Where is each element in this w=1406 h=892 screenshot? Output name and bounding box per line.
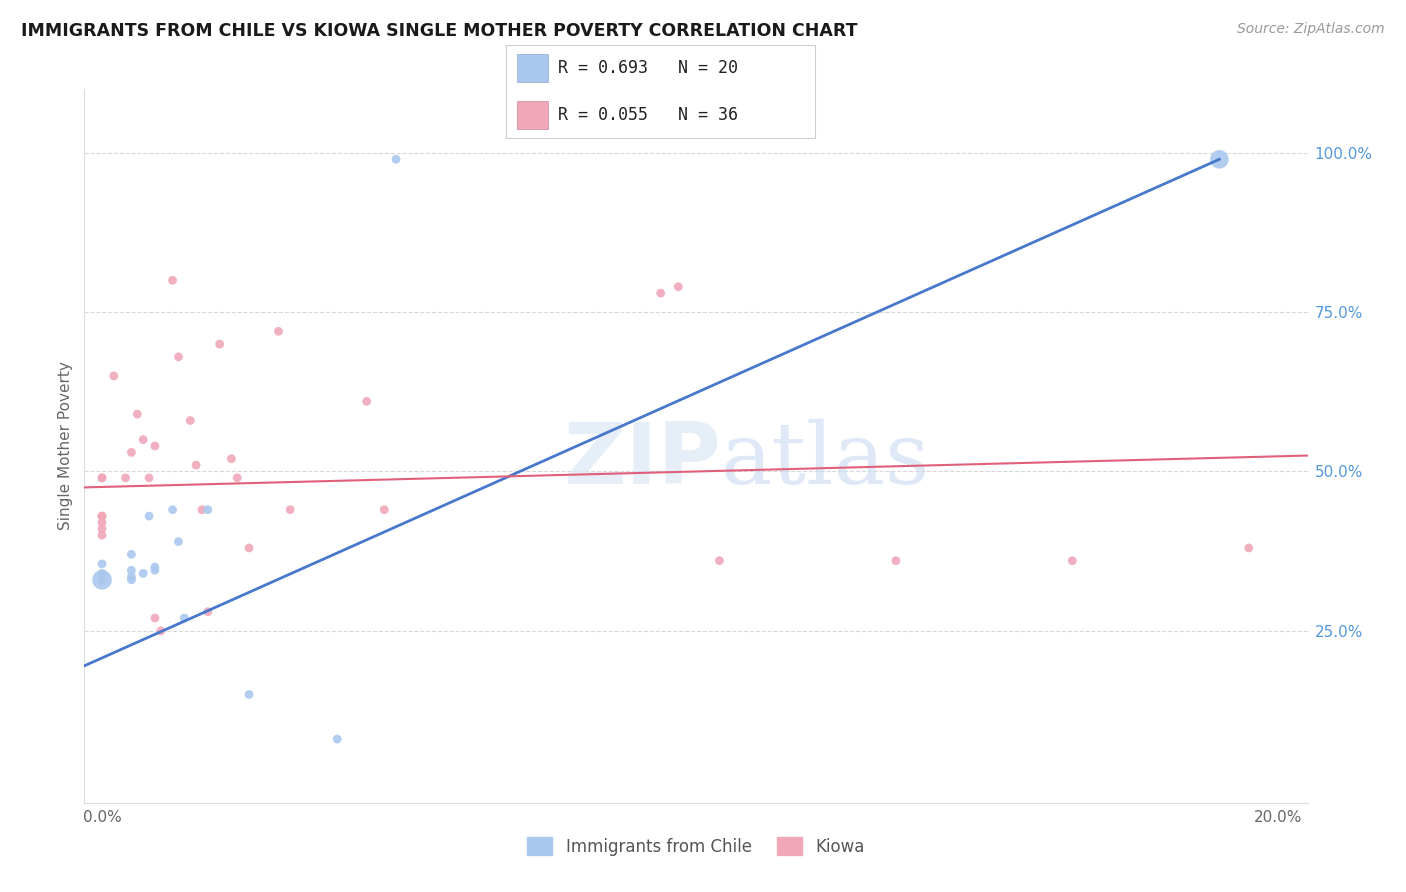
Point — [120, 563, 142, 577]
Point — [120, 569, 142, 583]
Point — [184, 458, 207, 472]
Point — [326, 732, 349, 747]
Point — [91, 522, 114, 536]
Point — [385, 153, 408, 167]
Point — [1062, 554, 1084, 568]
Point — [149, 624, 172, 638]
Point — [197, 502, 219, 516]
Point — [91, 573, 114, 587]
Point — [884, 554, 907, 568]
Point — [267, 324, 290, 338]
Text: ZIP: ZIP — [562, 418, 720, 502]
Text: IMMIGRANTS FROM CHILE VS KIOWA SINGLE MOTHER POVERTY CORRELATION CHART: IMMIGRANTS FROM CHILE VS KIOWA SINGLE MO… — [21, 22, 858, 40]
Text: Source: ZipAtlas.com: Source: ZipAtlas.com — [1237, 22, 1385, 37]
Point — [373, 502, 395, 516]
Point — [1208, 153, 1230, 167]
Point — [132, 433, 155, 447]
Point — [91, 509, 114, 524]
Point — [650, 286, 672, 301]
Point — [132, 566, 155, 581]
Point — [162, 273, 184, 287]
Point — [191, 502, 214, 516]
Point — [167, 534, 190, 549]
Point — [138, 471, 160, 485]
Point — [127, 407, 149, 421]
Point — [162, 502, 184, 516]
Point — [91, 573, 114, 587]
Point — [238, 541, 260, 555]
Point — [91, 509, 114, 524]
Text: R = 0.693   N = 20: R = 0.693 N = 20 — [558, 59, 738, 77]
Point — [120, 445, 142, 459]
Point — [138, 509, 160, 524]
Point — [278, 502, 301, 516]
Point — [666, 279, 689, 293]
Y-axis label: Single Mother Poverty: Single Mother Poverty — [58, 361, 73, 531]
Point — [208, 337, 231, 351]
Point — [91, 516, 114, 530]
Point — [114, 471, 136, 485]
Point — [91, 471, 114, 485]
Point — [356, 394, 378, 409]
Text: atlas: atlas — [720, 418, 929, 502]
Point — [1237, 541, 1260, 555]
Point — [709, 554, 731, 568]
Point — [91, 471, 114, 485]
Point — [103, 368, 125, 383]
Point — [197, 605, 219, 619]
Point — [143, 439, 166, 453]
Point — [173, 611, 195, 625]
Point — [226, 471, 249, 485]
Point — [120, 573, 142, 587]
Point — [221, 451, 243, 466]
Point — [91, 566, 114, 581]
Point — [91, 528, 114, 542]
Point — [143, 563, 166, 577]
Text: R = 0.055   N = 36: R = 0.055 N = 36 — [558, 106, 738, 124]
Point — [143, 560, 166, 574]
Point — [179, 413, 201, 427]
Point — [167, 350, 190, 364]
Point — [143, 611, 166, 625]
Legend: Immigrants from Chile, Kiowa: Immigrants from Chile, Kiowa — [520, 830, 872, 863]
Point — [91, 557, 114, 571]
Point — [238, 688, 260, 702]
Point — [120, 547, 142, 561]
